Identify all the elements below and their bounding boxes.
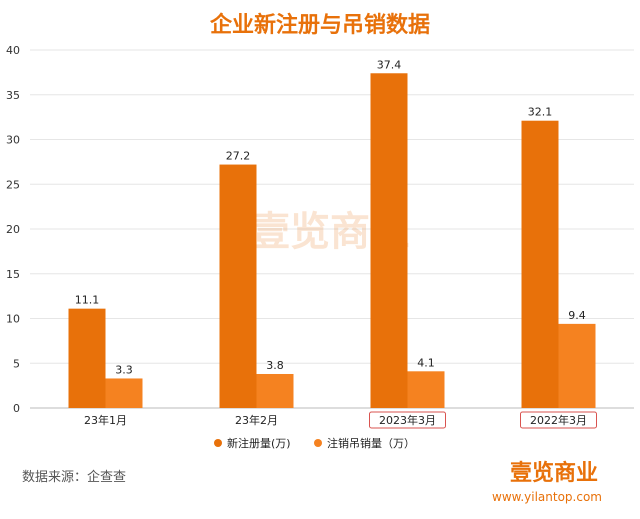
category-highlight-box <box>369 411 446 429</box>
legend-marker <box>214 439 222 447</box>
x-tick-label: 2022年3月 <box>530 413 587 427</box>
data-label: 32.1 <box>528 106 553 119</box>
legend-label: 注销吊销量（万） <box>327 436 415 450</box>
bar <box>68 308 106 408</box>
bars <box>68 73 596 409</box>
brand-logo: 壹览商业 <box>510 460 598 486</box>
bar <box>407 371 445 408</box>
y-tick-label: 25 <box>6 178 20 191</box>
bar <box>370 73 408 409</box>
data-label: 3.3 <box>115 363 133 376</box>
legend: 新注册量(万) 注销吊销量（万） <box>214 436 415 450</box>
bar <box>219 164 257 408</box>
bar <box>105 378 143 408</box>
category-labels: 23年1月 23年2月 2023年3月 2022年3月 <box>84 411 597 429</box>
category-highlight-box <box>520 411 597 429</box>
y-tick-label: 10 <box>6 313 20 326</box>
data-label: 3.8 <box>266 359 284 372</box>
legend-marker <box>314 439 322 447</box>
brand-website: www.yilantop.com <box>492 490 602 504</box>
y-tick-label: 20 <box>6 223 20 236</box>
y-tick-label: 35 <box>6 89 20 102</box>
chart-title: 企业新注册与吊销数据 <box>209 12 430 38</box>
data-label: 4.1 <box>417 356 435 369</box>
bar <box>256 373 294 408</box>
bar <box>521 120 559 408</box>
y-tick-label: 15 <box>6 268 20 281</box>
data-label: 9.4 <box>568 309 586 322</box>
y-tick-label: 30 <box>6 134 20 147</box>
bar <box>558 323 596 408</box>
x-tick-label: 23年2月 <box>235 413 278 427</box>
legend-label: 新注册量(万) <box>227 436 291 450</box>
data-label: 37.4 <box>377 58 402 71</box>
data-labels: 11.1 3.3 27.2 3.8 37.4 4.1 32.1 9.4 <box>75 58 586 376</box>
x-tick-label: 2023年3月 <box>379 413 436 427</box>
y-tick-label: 5 <box>13 357 20 370</box>
y-tick-label: 40 <box>6 44 20 57</box>
y-tick-label: 0 <box>13 402 20 415</box>
data-label: 11.1 <box>75 294 100 307</box>
x-tick-label: 23年1月 <box>84 413 127 427</box>
data-label: 27.2 <box>226 150 251 163</box>
source-note: 数据来源：企查查 <box>22 469 126 485</box>
